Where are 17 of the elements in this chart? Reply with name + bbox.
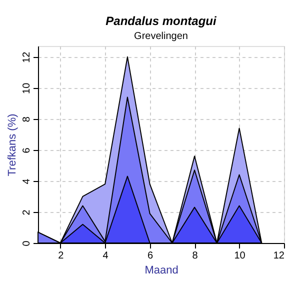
x-tick-label: 10 — [234, 250, 246, 262]
y-tick-label: 6 — [22, 147, 32, 154]
x-tick-label: 6 — [148, 250, 154, 262]
chart-subtitle: Grevelingen — [134, 31, 188, 42]
y-tick-label: 8 — [22, 116, 32, 122]
y-tick-label: 0 — [22, 240, 32, 246]
y-axis-title: Trefkans (%) — [6, 114, 18, 176]
y-tick-label: 12 — [22, 51, 32, 63]
y-tick-label: 4 — [22, 178, 32, 184]
chart-title: Pandalus montagui — [106, 14, 217, 28]
x-tick-label: 2 — [58, 250, 64, 262]
y-tick-label: 10 — [22, 82, 32, 94]
x-axis-title: Maand — [144, 264, 178, 276]
x-tick-label: 12 — [273, 250, 285, 262]
y-tick-label: 2 — [22, 209, 32, 216]
x-tick-label: 8 — [192, 250, 198, 262]
x-tick-label: 4 — [102, 250, 109, 262]
